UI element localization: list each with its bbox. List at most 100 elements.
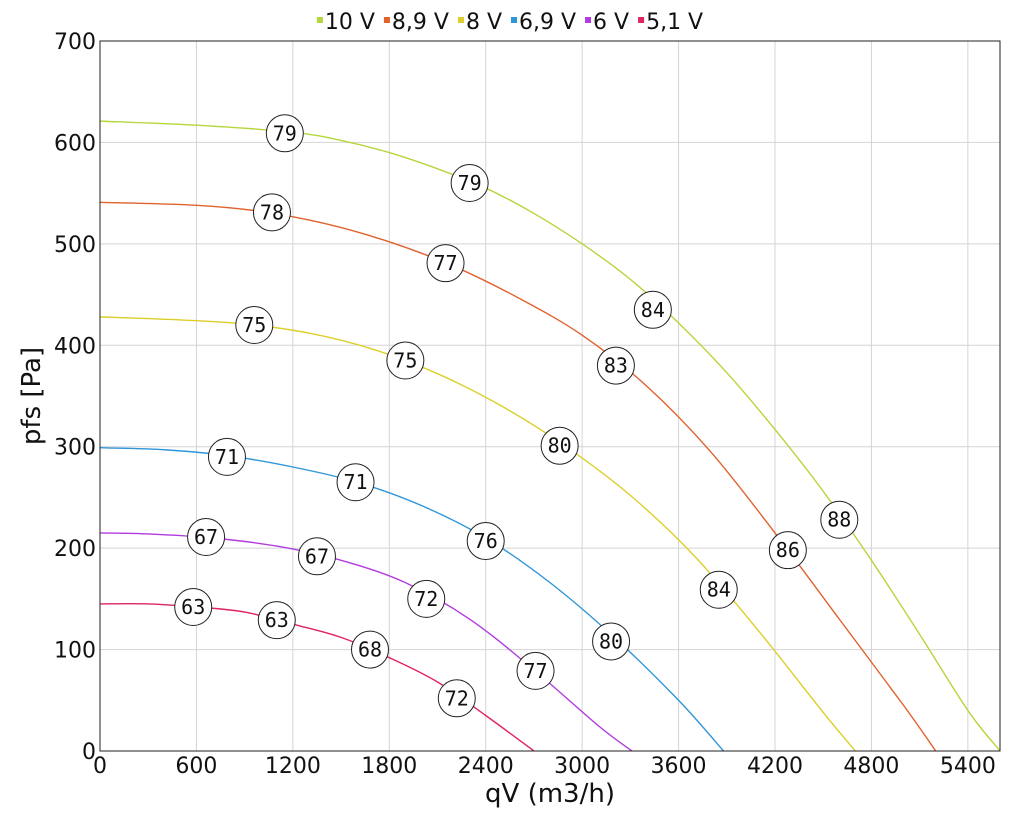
marker-label: 72 <box>414 587 438 611</box>
curve-marker: 80 <box>540 426 579 465</box>
curve-marker: 71 <box>336 463 375 502</box>
curve-marker: 63 <box>257 601 296 640</box>
curve-marker: 88 <box>820 500 859 539</box>
marker-circle <box>820 500 859 539</box>
marker-label: 77 <box>523 659 547 683</box>
marker-label: 88 <box>827 508 851 532</box>
series-line <box>99 603 535 752</box>
curve-marker: 71 <box>207 437 246 476</box>
marker-circle <box>252 193 291 232</box>
y-tick-label: 200 <box>54 537 96 562</box>
curve-marker: 78 <box>252 193 291 232</box>
marker-label: 84 <box>641 298 665 322</box>
curve-marker: 72 <box>407 579 446 618</box>
series-line <box>99 532 633 752</box>
legend-item: 8,9 V <box>383 10 449 35</box>
marker-circle <box>336 463 375 502</box>
legend-swatch <box>316 17 323 23</box>
marker-label: 68 <box>358 638 382 662</box>
x-tick-label: 2400 <box>458 754 514 779</box>
marker-label: 67 <box>305 544 329 568</box>
curve-marker: 77 <box>516 651 555 690</box>
marker-label: 80 <box>599 629 623 653</box>
marker-label: 77 <box>433 251 457 275</box>
marker-label: 79 <box>458 171 482 195</box>
y-tick-label: 700 <box>54 30 96 55</box>
marker-circle <box>516 651 555 690</box>
marker-label: 67 <box>194 525 218 549</box>
marker-label: 86 <box>776 538 800 562</box>
legend-label: 6,9 V <box>519 10 576 35</box>
curve-marker: 79 <box>450 164 489 202</box>
curve-marker: 83 <box>596 346 635 385</box>
legend-item: 6,9 V <box>511 10 576 35</box>
curve-marker: 80 <box>592 622 631 661</box>
marker-label: 83 <box>604 354 628 378</box>
marker-circle <box>699 570 738 609</box>
marker-label: 75 <box>242 313 266 337</box>
marker-circle <box>768 531 807 570</box>
y-tick-label: 100 <box>54 639 96 664</box>
marker-circle <box>450 164 489 202</box>
x-tick-label: 1200 <box>265 754 321 779</box>
marker-circle <box>540 426 579 465</box>
x-axis-ticks: 0 600 1200 1800 2400 3000 3600 4200 4800 5400 <box>93 754 996 779</box>
curve-marker: 75 <box>235 306 274 344</box>
marker-circle <box>437 679 476 718</box>
x-tick-label: 0 <box>93 754 107 779</box>
marker-label: 79 <box>273 121 297 145</box>
legend-swatch <box>457 17 464 23</box>
curve-marker: 67 <box>187 517 226 556</box>
curve-marker: 84 <box>699 570 738 609</box>
marker-circle <box>235 306 274 344</box>
marker-circle <box>351 630 389 669</box>
marker-circle <box>426 244 465 283</box>
legend-label: 8 V <box>466 10 502 35</box>
x-axis-title: qV (m3/h) <box>485 779 615 809</box>
legend-swatch <box>638 17 645 23</box>
y-tick-label: 400 <box>54 334 96 359</box>
marker-label: 84 <box>707 578 731 602</box>
curve-marker: 84 <box>633 290 672 329</box>
curve-marker: 68 <box>351 630 389 669</box>
legend-label: 6 V <box>593 10 629 35</box>
legend-label: 10 V <box>325 10 375 35</box>
marker-circle <box>596 346 635 385</box>
marker-circle <box>407 579 446 618</box>
legend-item: 6 V <box>585 10 629 35</box>
marker-circle <box>386 341 425 380</box>
y-axis-title: pfs [Pa] <box>17 347 47 445</box>
legend-label: 5,1 V <box>646 10 703 35</box>
marker-label: 63 <box>181 595 205 619</box>
marker-circle <box>207 437 246 476</box>
marker-circle <box>592 622 631 661</box>
legend-swatch <box>585 17 592 23</box>
x-tick-label: 4800 <box>843 754 899 779</box>
legend-item: 5,1 V <box>638 10 703 35</box>
marker-circle <box>265 114 304 153</box>
curve-marker: 75 <box>386 341 425 380</box>
legend-swatch <box>511 17 518 23</box>
x-tick-label: 3600 <box>651 754 707 779</box>
x-tick-label: 1800 <box>361 754 417 779</box>
curve-marker: 86 <box>768 531 807 570</box>
marker-label: 71 <box>215 445 239 469</box>
marker-label: 80 <box>548 434 572 458</box>
series-line <box>99 120 1001 752</box>
x-tick-label: 600 <box>175 754 217 779</box>
legend: 10 V 8,9 V 8 V 6,9 V 6 V 5,1 V <box>316 10 703 35</box>
x-tick-label: 5400 <box>940 754 996 779</box>
marker-label: 72 <box>445 686 469 710</box>
curve-marker: 76 <box>466 522 505 561</box>
legend-item: 8 V <box>457 10 502 35</box>
curve-marker: 63 <box>174 587 213 626</box>
plot-frame <box>99 40 1001 752</box>
grid <box>99 40 1000 752</box>
marker-circle <box>633 290 672 329</box>
curve-markers: 79 79 84 88 78 77 83 86 75 75 80 84 71 71 76 80 67 67 72 77… <box>174 114 859 718</box>
y-tick-label: 0 <box>82 740 96 765</box>
y-tick-label: 600 <box>54 131 96 156</box>
marker-circle <box>466 522 505 561</box>
